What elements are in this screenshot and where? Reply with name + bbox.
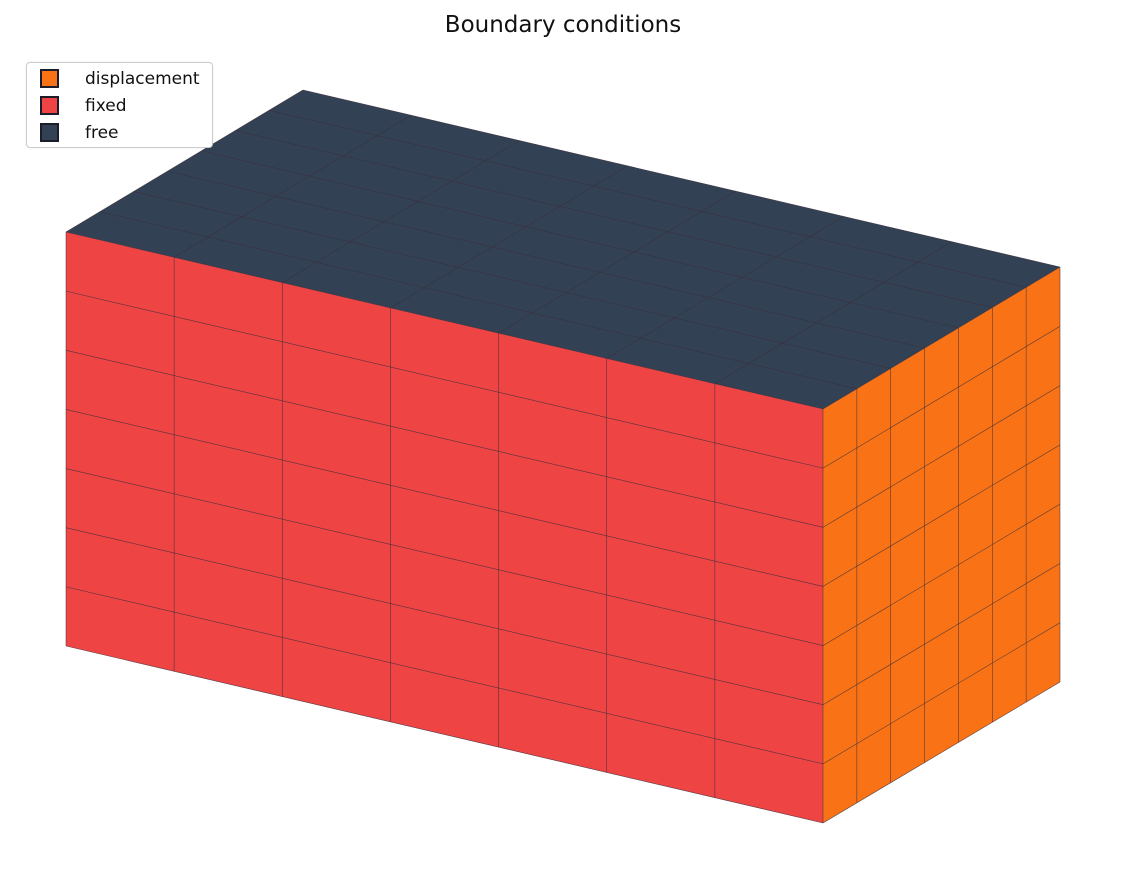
mesh-grid-line [282, 140, 520, 283]
mesh-grid-line [65, 586, 824, 765]
mesh-grid-line [167, 170, 925, 349]
legend-label-free: free [85, 123, 119, 143]
mesh-grid-line [822, 266, 1061, 410]
top-face-free [66, 90, 1060, 409]
mesh-grid-line [269, 109, 1027, 288]
mesh-grid-line [65, 468, 824, 646]
mesh-grid-lines [65, 89, 1061, 824]
mesh-grid-line [822, 444, 1061, 587]
legend-swatch-displacement [40, 69, 59, 88]
mesh-grid-line [822, 326, 1061, 469]
mesh-grid-line [714, 241, 953, 384]
mesh-grid-line [390, 165, 628, 309]
mesh-grid-line [65, 349, 824, 528]
mesh-grid-line [173, 115, 412, 258]
mesh-grid-line [822, 681, 1061, 824]
mesh-grid-line [65, 645, 824, 824]
mesh-grid-line [65, 290, 824, 469]
legend-swatch-fixed [40, 96, 59, 115]
mesh-grid-line [822, 622, 1061, 765]
chart-title: Boundary conditions [444, 12, 682, 38]
mesh-grid-line [65, 409, 824, 587]
front-face-fixed [66, 232, 823, 823]
mesh-grid-line [235, 130, 993, 308]
legend-label-fixed: fixed [85, 96, 127, 116]
mesh-grid-line [201, 150, 959, 329]
mesh-grid-line [65, 231, 824, 410]
mesh-grid-line [133, 191, 891, 369]
mesh-grid-line [302, 89, 1061, 268]
mesh-grid-line [99, 211, 857, 390]
legend-label-displacement: displacement [85, 69, 200, 89]
mesh-grid-line [822, 503, 1061, 646]
mesh-grid-line [65, 89, 304, 233]
mesh-grid-line [606, 216, 844, 359]
mesh-grid-line [822, 563, 1061, 705]
mesh-grid-line [65, 527, 824, 706]
legend: displacement fixed free [26, 62, 213, 148]
mesh-grid-line [498, 190, 736, 334]
side-face-displacement [823, 267, 1060, 823]
legend-swatch-free [40, 123, 59, 142]
mesh-grid-line [822, 385, 1061, 528]
